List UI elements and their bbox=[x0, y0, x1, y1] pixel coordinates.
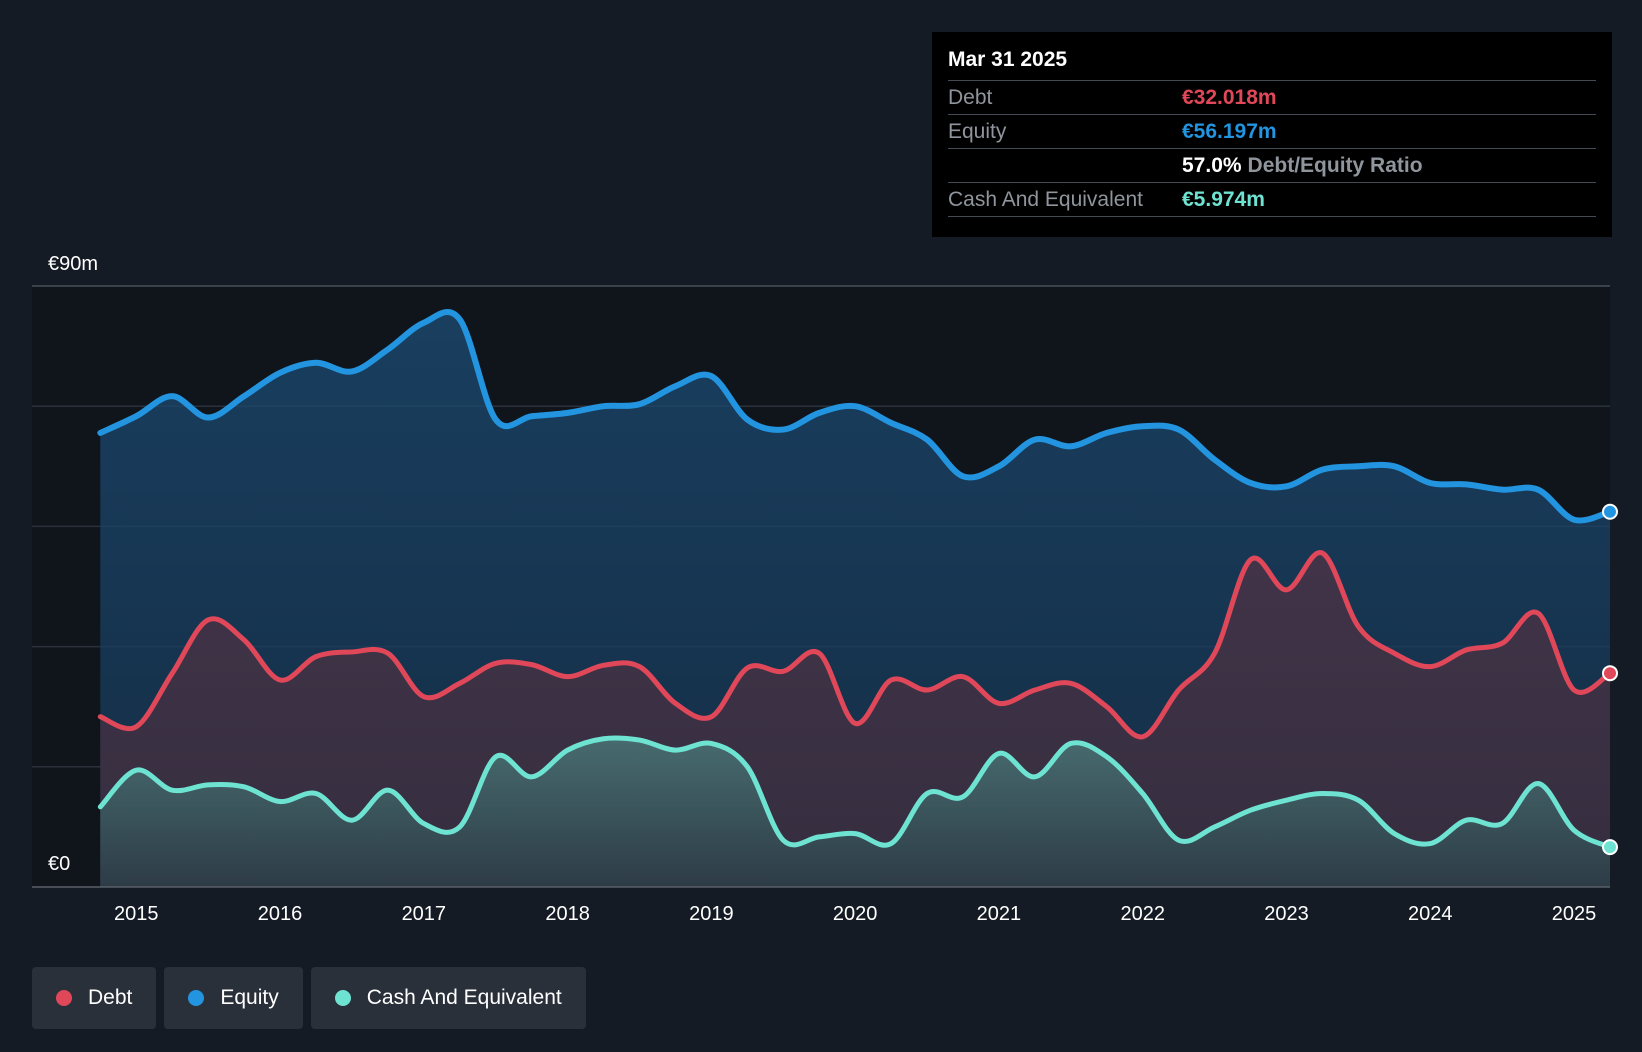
tooltip-ratio-spacer bbox=[948, 149, 1182, 182]
tooltip-debt-value: €32.018m bbox=[1182, 86, 1277, 109]
legend-debt-label: Debt bbox=[88, 986, 133, 1009]
tooltip-ratio-value: 57.0% bbox=[1182, 154, 1242, 177]
tooltip-ratio-row: 57.0% Debt/Equity Ratio bbox=[948, 148, 1596, 183]
x-tick-label-2022: 2022 bbox=[1120, 903, 1165, 925]
tooltip-cash-value: €5.974m bbox=[1182, 188, 1265, 211]
cash-area bbox=[100, 737, 1610, 887]
tooltip-debt-label: Debt bbox=[948, 86, 993, 109]
tooltip-date: Mar 31 2025 bbox=[948, 46, 1596, 81]
x-tick-label-2015: 2015 bbox=[114, 903, 159, 925]
tooltip-equity-value: €56.197m bbox=[1182, 120, 1277, 143]
legend-item-debt[interactable]: Debt bbox=[32, 967, 157, 1029]
equity-end-marker bbox=[1602, 503, 1618, 520]
tooltip-cash-row: Cash And Equivalent €5.974m bbox=[948, 183, 1596, 217]
x-tick-label-2016: 2016 bbox=[258, 903, 303, 925]
legend-item-equity[interactable]: Equity bbox=[164, 967, 303, 1029]
chart-legend: Debt Equity Cash And Equivalent bbox=[32, 967, 586, 1029]
y-axis-bottom-label: €0 bbox=[48, 853, 70, 875]
x-tick-label-2023: 2023 bbox=[1264, 903, 1309, 925]
tooltip-cash-label: Cash And Equivalent bbox=[948, 188, 1143, 211]
data-tooltip: Mar 31 2025 Debt €32.018m Equity €56.197… bbox=[932, 32, 1612, 237]
equity-dot-icon bbox=[188, 990, 205, 1006]
cash-dot-icon bbox=[334, 990, 351, 1006]
tooltip-ratio-label: Debt/Equity Ratio bbox=[1247, 154, 1423, 177]
x-tick-label-2017: 2017 bbox=[402, 903, 447, 925]
cash-end-marker bbox=[1602, 839, 1618, 856]
tooltip-debt-row: Debt €32.018m bbox=[948, 81, 1596, 115]
end-markers bbox=[1602, 503, 1618, 856]
tooltip-equity-row: Equity €56.197m bbox=[948, 115, 1596, 148]
x-tick-label-2020: 2020 bbox=[833, 903, 878, 925]
x-axis-ticks: 2015 2016 2017 2018 2019 2020 2021 2022 2023 2024… bbox=[114, 903, 1596, 925]
tooltip-equity-label: Equity bbox=[948, 120, 1007, 143]
legend-item-cash[interactable]: Cash And Equivalent bbox=[310, 967, 586, 1029]
x-tick-label-2018: 2018 bbox=[545, 903, 590, 925]
debt-line bbox=[97, 550, 1613, 740]
x-tick-label-2024: 2024 bbox=[1408, 903, 1453, 925]
x-tick-label-2021: 2021 bbox=[977, 903, 1022, 925]
debt-end-marker bbox=[1602, 665, 1618, 682]
x-tick-label-2025: 2025 bbox=[1552, 903, 1597, 925]
cash-line bbox=[97, 735, 1613, 850]
y-axis-top-label: €90m bbox=[48, 253, 98, 275]
legend-cash-label: Cash And Equivalent bbox=[366, 986, 562, 1009]
legend-equity-label: Equity bbox=[220, 986, 279, 1009]
x-tick-label-2019: 2019 bbox=[689, 903, 734, 925]
equity-line bbox=[97, 309, 1613, 524]
debt-dot-icon bbox=[56, 990, 72, 1006]
